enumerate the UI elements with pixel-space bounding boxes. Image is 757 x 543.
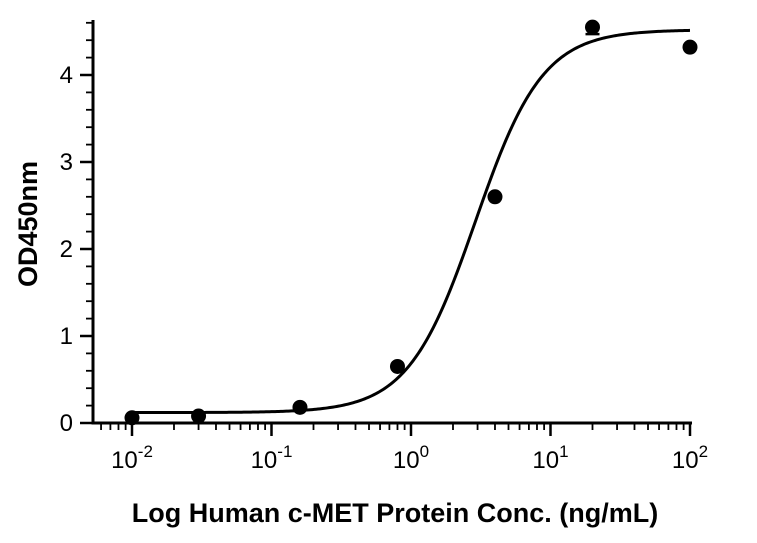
y-axis-label: OD450nm bbox=[13, 161, 43, 287]
data-point bbox=[682, 39, 698, 55]
data-points bbox=[124, 19, 698, 426]
x-axis: 10-2 10-1 100 101 102 bbox=[91, 421, 708, 474]
fit-curve bbox=[132, 28, 691, 415]
x-axis-label: Log Human c-MET Protein Conc. (ng/mL) bbox=[132, 498, 658, 528]
data-point bbox=[584, 19, 600, 35]
x-tick-label: 100 bbox=[393, 442, 429, 474]
data-point bbox=[124, 410, 140, 426]
fit-curve-group bbox=[132, 28, 691, 415]
y-tick-label: 3 bbox=[60, 149, 73, 176]
data-point bbox=[292, 399, 308, 415]
y-tick-label: 1 bbox=[60, 323, 73, 350]
data-point bbox=[487, 189, 503, 205]
x-tick-label: 10-2 bbox=[111, 442, 153, 474]
y-tick-label: 4 bbox=[60, 62, 73, 89]
y-tick-label: 0 bbox=[60, 410, 73, 437]
x-tick-label: 10-1 bbox=[251, 442, 293, 474]
data-point bbox=[389, 358, 405, 374]
x-tick-label: 102 bbox=[672, 442, 708, 474]
x-tick-label: 101 bbox=[532, 442, 568, 474]
y-axis: 0 1 2 3 4 bbox=[60, 20, 95, 437]
y-tick-label: 2 bbox=[60, 236, 73, 263]
data-point bbox=[191, 408, 207, 424]
